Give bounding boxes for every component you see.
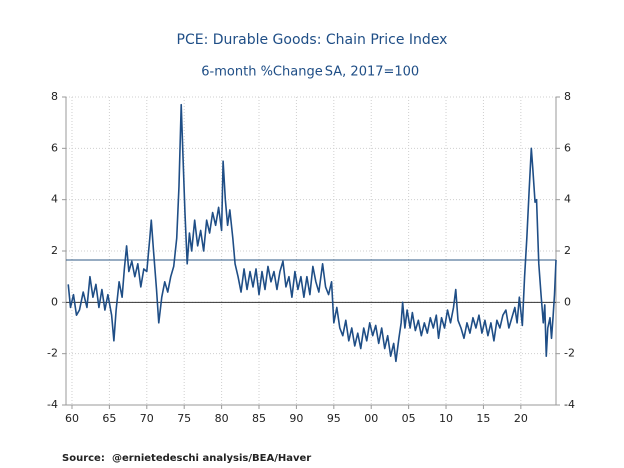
x-tick-label: 95 (327, 412, 341, 425)
y-tick-label: 8 (51, 90, 58, 103)
x-tick-label: 20 (514, 412, 528, 425)
x-tick-label: 70 (140, 412, 154, 425)
x-tick-label: 65 (102, 412, 116, 425)
chart-subtitle: 6-month %Change (201, 65, 322, 80)
x-tick-label: 75 (177, 412, 191, 425)
x-tick-label: 05 (402, 412, 416, 425)
y2-tick-label: -2 (564, 347, 575, 360)
x-tick-label: 60 (65, 412, 79, 425)
y2-tick-label: -4 (564, 398, 575, 411)
y2-tick-label: 4 (564, 193, 571, 206)
x-tick-label: 90 (289, 412, 303, 425)
chart-title: PCE: Durable Goods: Chain Price Index (177, 32, 448, 48)
y-tick-label: 2 (51, 244, 58, 257)
chart-subtitle-note: SA, 2017=100 (325, 65, 419, 80)
y2-tick-label: 8 (564, 90, 571, 103)
x-tick-label: 80 (215, 412, 229, 425)
y-tick-label: -4 (47, 398, 58, 411)
x-tick-label: 10 (439, 412, 453, 425)
source: @ernietedeschi analysis/BEA/Haver (112, 453, 311, 464)
y2-tick-label: 6 (564, 141, 571, 154)
y2-tick-label: 2 (564, 244, 571, 257)
y-tick-label: 0 (51, 295, 58, 308)
source-label: Source: (62, 453, 105, 464)
data-line (67, 103, 557, 363)
y-tick-label: 4 (51, 193, 58, 206)
x-tick-label: 85 (252, 412, 266, 425)
y2-tick-label: 0 (564, 295, 571, 308)
y-tick-label: 6 (51, 141, 58, 154)
x-tick-label: 15 (476, 412, 490, 425)
y-tick-label: -2 (47, 347, 58, 360)
x-tick-label: 00 (364, 412, 378, 425)
